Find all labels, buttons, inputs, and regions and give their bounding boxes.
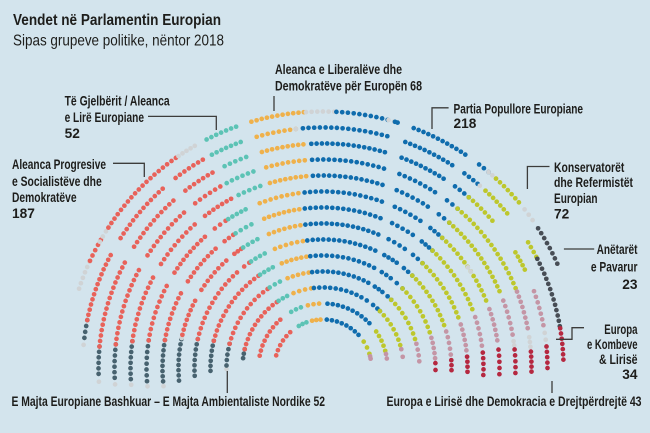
svg-text:Konservatorët: Konservatorët [554,160,625,175]
svg-text:Europa: Europa [604,322,637,337]
svg-text:Vendet në Parlamentin Europian: Vendet në Parlamentin Europian [13,12,221,29]
svg-text:e Lirë Europiane: e Lirë Europiane [65,110,145,125]
svg-text:e Socialistëve dhe: e Socialistëve dhe [12,174,102,189]
svg-text:187: 187 [12,206,35,221]
svg-text:52: 52 [65,126,81,141]
svg-text:Europian: Europian [554,191,598,206]
svg-text:Demokratëve: Demokratëve [12,190,77,205]
svg-text:34: 34 [622,367,638,382]
svg-text:Anëtarët: Anëtarët [597,242,638,257]
svg-text:E Majta Europiane Bashkuar – E: E Majta Europiane Bashkuar – E Majta Amb… [12,394,326,409]
svg-text:218: 218 [454,116,477,131]
svg-text:e Pavarur: e Pavarur [591,260,638,275]
svg-text:Sipas grupeve politike, nëntor: Sipas grupeve politike, nëntor 2018 [13,33,224,50]
svg-text:72: 72 [554,206,570,221]
svg-text:Demokratëve për Europën 68: Demokratëve për Europën 68 [275,79,422,94]
svg-text:Aleanca e Liberalëve dhe: Aleanca e Liberalëve dhe [275,62,402,77]
svg-text:& Lirisë: & Lirisë [599,352,638,367]
svg-text:Partia Popullore Europiane: Partia Popullore Europiane [454,102,584,117]
svg-text:Aleanca Progresive: Aleanca Progresive [12,157,106,172]
svg-text:Të Gjelbërit / Aleanca: Të Gjelbërit / Aleanca [65,93,170,108]
svg-text:e Kombeve: e Kombeve [587,337,638,352]
svg-text:dhe Refermistët: dhe Refermistët [554,175,633,190]
svg-text:23: 23 [622,277,638,292]
svg-text:Europa e Lirisë dhe Demokracia: Europa e Lirisë dhe Demokracia e Drejtpë… [387,394,642,409]
